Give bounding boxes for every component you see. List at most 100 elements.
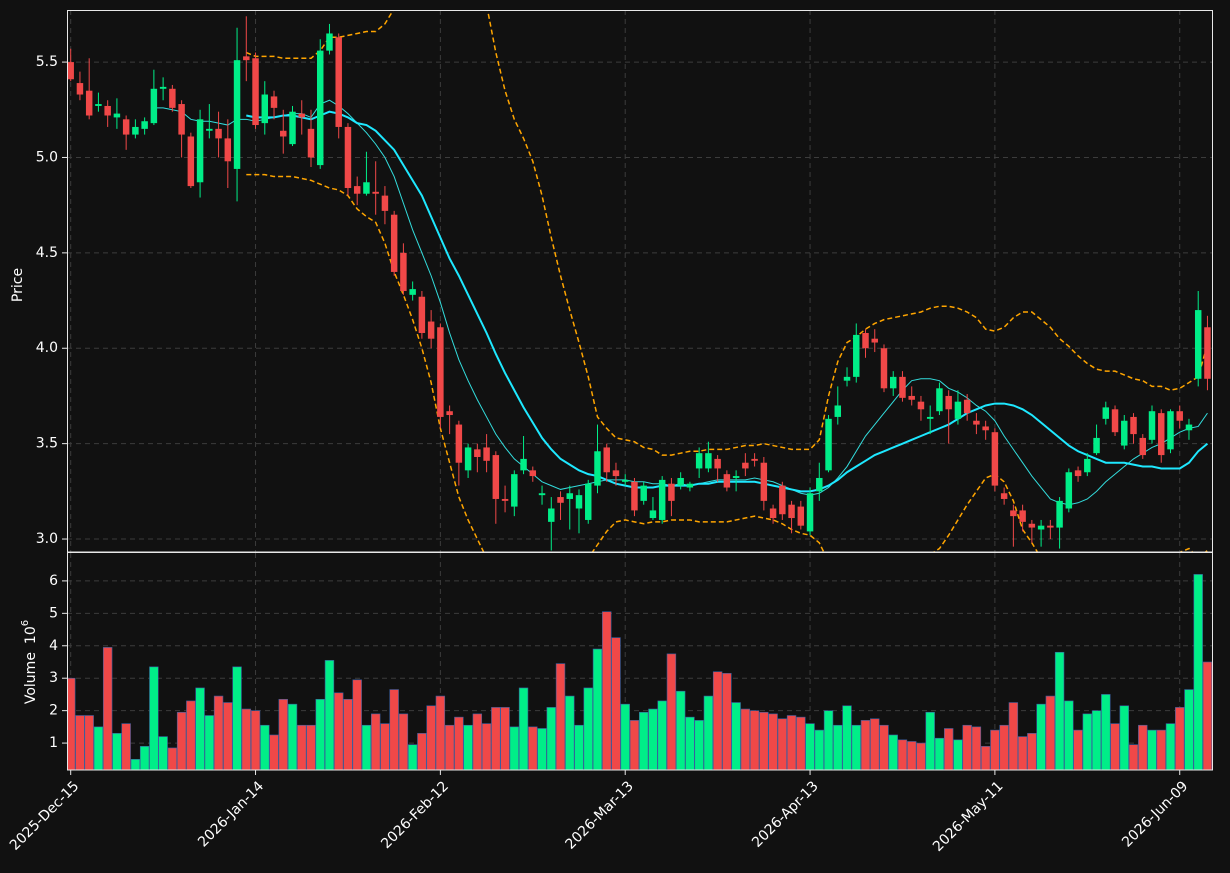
volume-bar: [1017, 736, 1028, 770]
candle-body: [455, 424, 463, 463]
candle-body: [686, 483, 694, 488]
volume-bar: [1064, 700, 1074, 770]
volume-bar: [491, 707, 501, 770]
volume-bar: [722, 673, 732, 770]
candle-body: [1074, 470, 1082, 477]
volume-bar: [1091, 710, 1102, 770]
volume-panel: [67, 574, 1213, 770]
candle-body: [363, 182, 370, 194]
volume-bar: [916, 742, 926, 770]
volume-label-text: Volume: [23, 652, 39, 704]
candle-body: [326, 33, 333, 51]
candle-body: [427, 321, 435, 339]
volume-bar: [592, 648, 603, 770]
y-tick-label: 4.0: [36, 340, 58, 356]
candle-body: [1194, 310, 1202, 379]
candle-body: [85, 90, 93, 116]
candle-body: [954, 401, 962, 419]
candle-body: [936, 388, 943, 412]
volume-bar: [1110, 723, 1120, 770]
candle-body: [298, 113, 305, 118]
candle-body: [668, 483, 675, 501]
volume-bar: [990, 729, 1000, 770]
y-tick-label: 5.5: [36, 54, 58, 70]
candle-body: [132, 126, 139, 135]
volume-bar: [158, 736, 168, 770]
volume-bar: [694, 720, 704, 770]
candle-body: [640, 485, 647, 501]
volume-bar: [223, 702, 233, 770]
volume-bar: [805, 723, 815, 770]
volume-bar: [509, 726, 519, 770]
candle-body: [159, 86, 167, 89]
candle-body: [806, 493, 814, 532]
volume-bar: [93, 726, 104, 770]
y-tick-label: 6: [49, 573, 58, 589]
volume-multiplier-exponent: 6: [20, 620, 31, 626]
volume-bar: [712, 671, 723, 770]
candle-body: [991, 432, 999, 486]
candle-body: [224, 138, 232, 162]
candle-body: [695, 453, 703, 469]
candle-body: [1130, 416, 1137, 435]
candle-body: [1139, 437, 1146, 456]
candle-body: [908, 395, 915, 400]
volume-bar: [1175, 707, 1185, 770]
candle-body: [1148, 411, 1156, 440]
volume-bar: [481, 723, 492, 770]
candle-body: [169, 88, 176, 108]
volume-bar: [934, 737, 945, 770]
volume-bar: [435, 695, 446, 770]
volume-bar: [1193, 574, 1203, 770]
volume-bar: [500, 707, 510, 770]
volume-bar: [315, 698, 325, 770]
candle-body: [464, 447, 472, 471]
volume-bar: [334, 692, 344, 770]
volume-bar: [749, 710, 760, 770]
candle-body: [1167, 411, 1174, 450]
volume-bar: [1202, 661, 1213, 770]
volume-bar: [250, 710, 261, 770]
candle-body: [243, 56, 250, 61]
y-tick-label: 3.5: [36, 436, 58, 452]
volume-bar: [666, 653, 677, 770]
candle-body: [677, 477, 684, 486]
volume-bar: [583, 687, 593, 770]
volume-bar: [1036, 703, 1046, 770]
candle-body: [113, 113, 121, 118]
y-tick-label: 5.0: [36, 149, 58, 165]
volume-bar: [1138, 724, 1148, 770]
volume-bar: [454, 716, 464, 770]
candle-body: [631, 481, 638, 511]
candle-body: [732, 476, 740, 478]
y-tick-label: 3.0: [36, 531, 58, 547]
volume-bar: [324, 660, 335, 770]
candle-body: [437, 327, 444, 417]
candle-body: [122, 119, 130, 135]
volume-bar: [352, 679, 362, 770]
candle-body: [1185, 424, 1193, 431]
volume-bar: [740, 708, 751, 770]
volume-bar: [602, 611, 612, 770]
candle-body: [751, 458, 758, 461]
volume-bar: [528, 726, 538, 770]
candle-body: [206, 128, 213, 131]
volume-bar: [703, 695, 714, 770]
volume-bar: [537, 728, 547, 770]
volume-bar: [796, 716, 806, 770]
candle-body: [871, 338, 878, 343]
volume-bar: [731, 702, 741, 770]
volume-bar: [444, 724, 455, 770]
candle-body: [779, 485, 786, 515]
candle-body: [816, 477, 823, 492]
volume-bar: [1184, 689, 1194, 770]
candle-body: [1047, 525, 1054, 528]
volume-bar: [278, 698, 288, 770]
volume-bar: [1128, 744, 1139, 770]
candle-body: [769, 508, 777, 519]
y-tick-label: 4: [49, 638, 58, 654]
candle-body: [196, 119, 204, 183]
volume-bar: [907, 741, 917, 770]
volume-bar: [574, 724, 584, 770]
volume-bar: [380, 723, 390, 770]
